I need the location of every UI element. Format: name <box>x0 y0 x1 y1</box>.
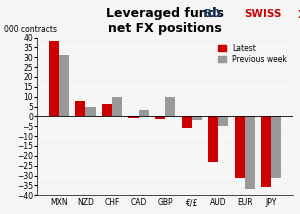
Legend: Latest, Previous week: Latest, Previous week <box>216 41 289 66</box>
Bar <box>218 116 228 126</box>
Title: Leveraged funds
net FX positions: Leveraged funds net FX positions <box>106 7 224 35</box>
Bar <box>128 116 139 118</box>
Bar <box>165 97 175 116</box>
Bar <box>192 116 202 120</box>
Text: BD: BD <box>204 9 220 19</box>
Bar <box>182 116 192 128</box>
Bar <box>208 116 218 162</box>
Bar <box>49 42 59 116</box>
Bar <box>112 97 122 116</box>
Text: ❯: ❯ <box>297 9 300 18</box>
Text: 000 contracts: 000 contracts <box>4 25 57 34</box>
Bar <box>235 116 245 178</box>
Bar <box>261 116 271 187</box>
Bar <box>245 116 255 189</box>
Bar <box>155 116 165 119</box>
Bar <box>271 116 281 178</box>
Bar <box>102 104 112 116</box>
Bar <box>75 101 85 116</box>
Bar <box>85 107 95 116</box>
Bar <box>59 55 69 116</box>
Text: SWISS: SWISS <box>244 9 282 19</box>
Bar <box>139 110 148 116</box>
